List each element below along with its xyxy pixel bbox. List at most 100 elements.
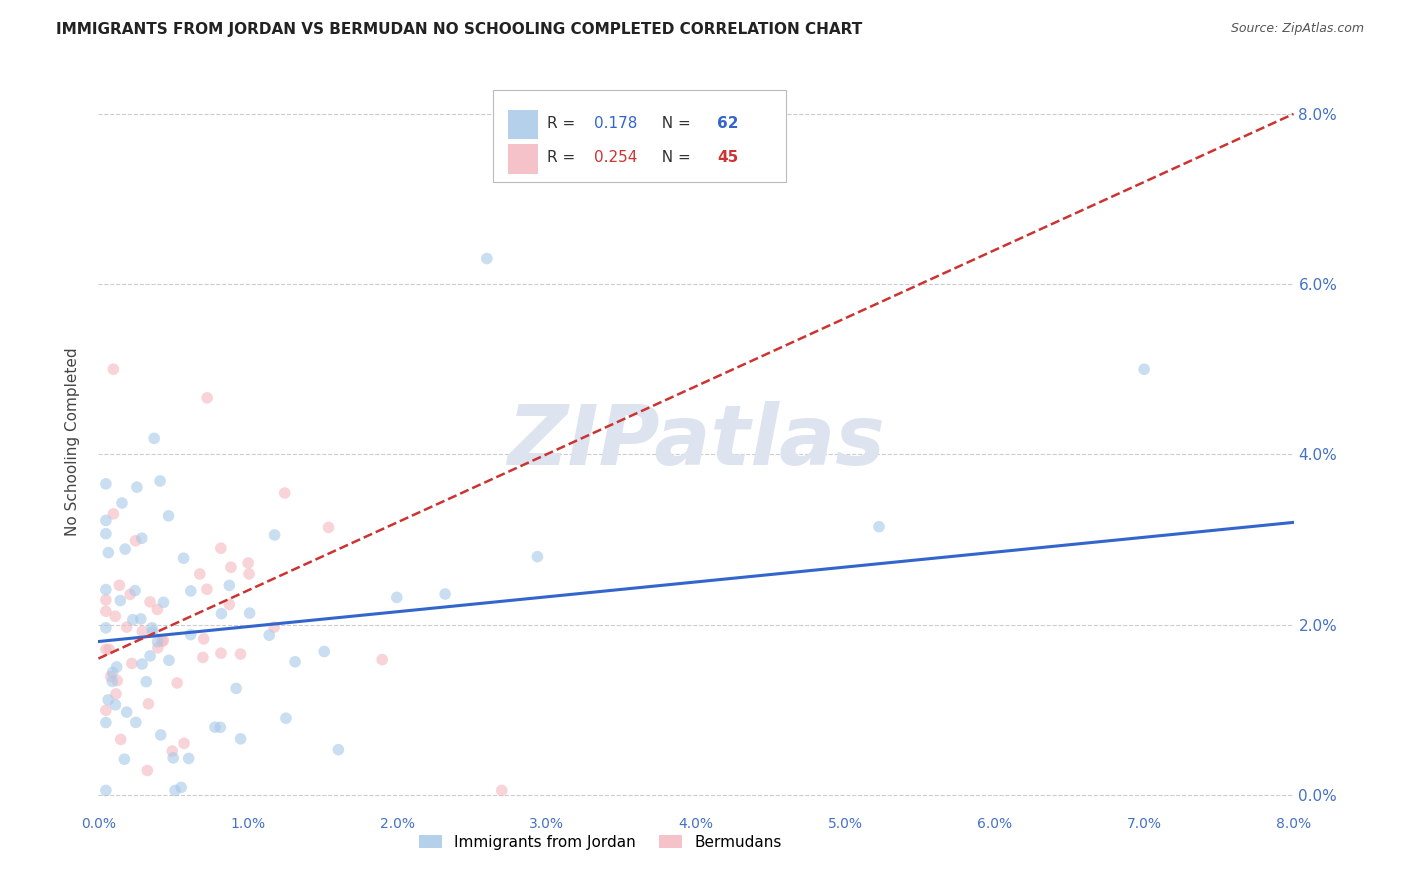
Point (225, 681, 247, 696)
Point (94, 715, 117, 730)
Point (135, 674, 157, 689)
Point (121, 657, 143, 671)
Text: N =: N = (652, 116, 696, 131)
Point (104, 609, 127, 624)
Text: Source: ZipAtlas.com: Source: ZipAtlas.com (1230, 22, 1364, 36)
Point (180, 628, 202, 642)
Point (173, 551, 195, 566)
Point (526, 549, 548, 564)
Point (149, 474, 172, 488)
Point (111, 496, 134, 510)
Point (124, 583, 146, 598)
Point (94, 703, 117, 717)
Legend: Immigrants from Jordan, Bermudans: Immigrants from Jordan, Bermudans (413, 829, 787, 856)
Point (229, 731, 252, 746)
Point (104, 687, 127, 701)
Point (105, 660, 128, 674)
Point (371, 652, 394, 666)
Point (152, 633, 174, 648)
Point (101, 665, 124, 680)
Point (121, 613, 143, 627)
Point (434, 587, 457, 601)
Point (274, 486, 297, 500)
Point (218, 598, 240, 612)
Point (110, 593, 132, 607)
Point (110, 732, 132, 747)
Point (191, 650, 214, 665)
Point (239, 606, 262, 620)
Text: R =: R = (547, 116, 579, 131)
Point (139, 648, 162, 663)
Text: 62: 62 (717, 116, 740, 131)
Point (284, 655, 307, 669)
Point (150, 634, 173, 648)
Point (120, 587, 142, 601)
Point (204, 720, 226, 734)
Bar (509, 144, 538, 174)
Point (229, 647, 252, 661)
Point (129, 612, 152, 626)
Point (139, 595, 162, 609)
Point (103, 507, 125, 521)
Text: 0.254: 0.254 (595, 150, 638, 165)
Point (103, 362, 125, 376)
Point (209, 646, 232, 660)
Point (238, 556, 260, 570)
Point (125, 480, 148, 494)
Point (94, 642, 117, 657)
Point (94, 604, 117, 618)
Point (138, 697, 160, 711)
Text: R =: R = (547, 150, 579, 165)
Point (152, 595, 174, 609)
Point (146, 640, 169, 655)
Point (209, 720, 232, 734)
Point (97, 546, 120, 560)
Point (115, 705, 138, 719)
Point (125, 715, 148, 730)
Point (112, 752, 135, 766)
Point (94, 582, 117, 597)
Point (180, 584, 202, 599)
Point (131, 657, 153, 671)
Bar (509, 110, 538, 139)
Point (100, 669, 122, 683)
Point (142, 625, 165, 640)
Text: IMMIGRANTS FROM JORDAN VS BERMUDAN NO SCHOOLING COMPLETED CORRELATION CHART: IMMIGRANTS FROM JORDAN VS BERMUDAN NO SC… (56, 22, 862, 37)
Point (108, 578, 131, 592)
Text: 45: 45 (717, 150, 738, 165)
Point (124, 533, 146, 548)
Point (328, 742, 350, 756)
Point (94, 592, 117, 607)
Point (98, 642, 121, 657)
Point (94, 513, 117, 527)
Point (101, 674, 124, 689)
Point (157, 508, 180, 523)
Point (157, 653, 180, 667)
Point (263, 528, 285, 542)
Y-axis label: No Schooling Completed: No Schooling Completed (65, 347, 80, 536)
Point (1133, 362, 1156, 376)
Point (173, 736, 195, 750)
Point (318, 520, 340, 534)
Point (209, 541, 232, 556)
Point (195, 582, 218, 597)
Point (165, 783, 187, 797)
Point (146, 602, 169, 616)
Point (314, 644, 336, 658)
Point (131, 531, 153, 545)
Point (166, 676, 188, 690)
Point (141, 621, 163, 635)
Point (475, 252, 498, 266)
Point (94, 476, 117, 491)
Point (177, 751, 200, 765)
Point (170, 780, 193, 795)
Point (162, 751, 184, 765)
Point (94, 783, 117, 797)
Point (274, 711, 297, 725)
Point (149, 728, 172, 742)
Point (868, 519, 890, 533)
Point (136, 764, 159, 778)
Point (257, 628, 280, 642)
Point (143, 431, 166, 445)
Point (114, 542, 136, 557)
